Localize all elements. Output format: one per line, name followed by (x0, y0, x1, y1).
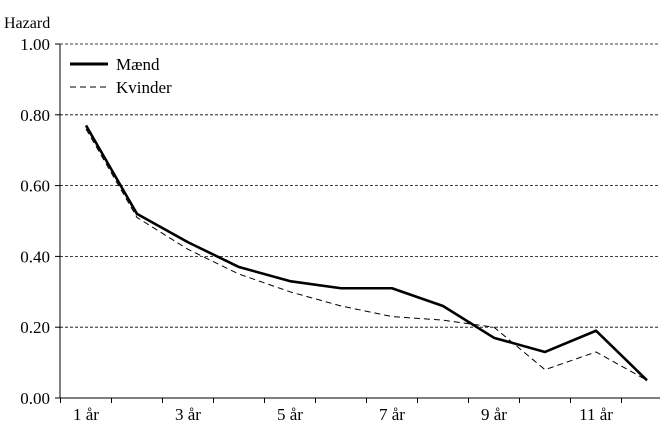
series-lines (84, 124, 648, 382)
x-tick-label-8: 9 år (481, 405, 507, 424)
x-tick-label-6: 7 år (379, 405, 405, 424)
tick-labels: 0.00 0.20 0.40 0.60 0.80 1.00 1 år 3 år 5 år 7 år… (20, 35, 613, 424)
legend: Mænd Kvinder (70, 55, 172, 97)
axes (55, 43, 660, 403)
y-tick-label-2: 0.40 (20, 247, 50, 266)
y-tick-label-1: 0.20 (20, 318, 50, 337)
y-axis-title: Hazard (4, 15, 50, 32)
x-tick-label-4: 5 år (277, 405, 303, 424)
x-tick-label-0: 1 år (73, 405, 99, 424)
series-line-0 (84, 124, 648, 382)
y-tick-label-4: 0.80 (20, 106, 50, 125)
grid-lines (60, 43, 660, 328)
legend-label-kvinder: Kvinder (116, 78, 172, 97)
x-tick-label-10: 11 år (579, 405, 613, 424)
y-tick-label-3: 0.60 (20, 177, 50, 196)
x-tick-label-2: 3 år (175, 405, 201, 424)
legend-label-maend: Mænd (116, 55, 160, 74)
y-tick-label-0: 0.00 (20, 389, 50, 408)
series-line-1 (85, 128, 648, 381)
y-tick-label-5: 1.00 (20, 35, 50, 54)
